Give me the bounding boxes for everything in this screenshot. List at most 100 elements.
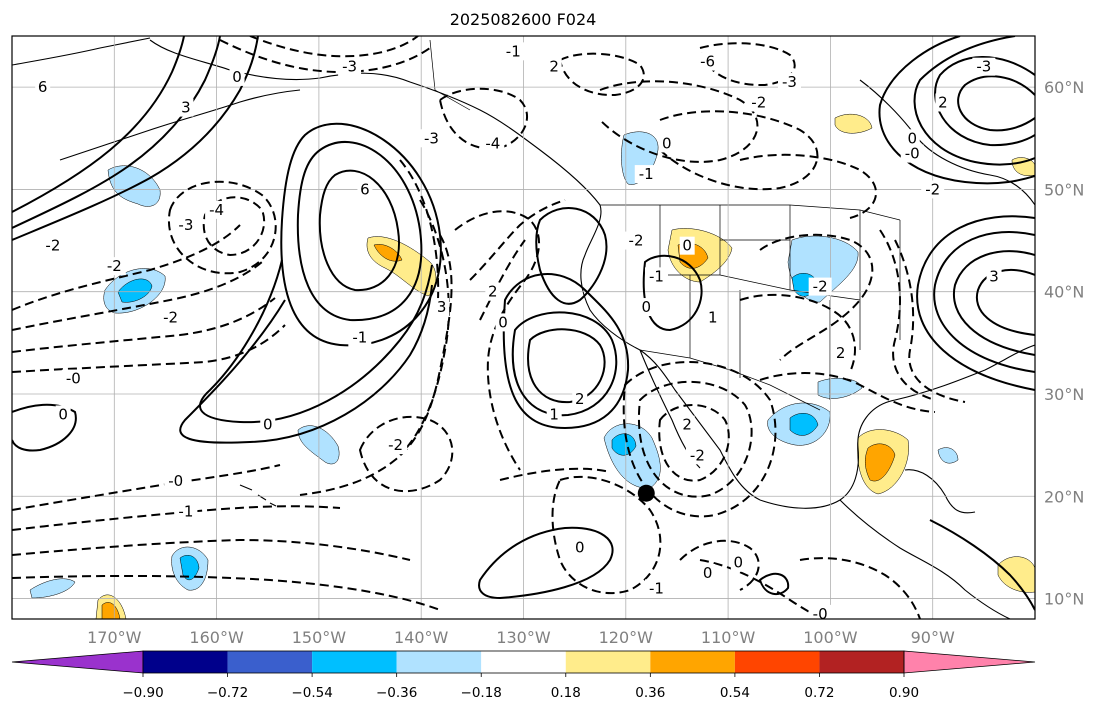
contour-label: -3 (342, 58, 357, 76)
contour-label-bg (419, 129, 443, 148)
colorbar: −0.90 −0.72 −0.54 −0.36 −0.18 0.18 0.36 0.54 0.7… (11, 650, 1036, 701)
yellow-anomaly-alaska-north (834, 113, 873, 134)
contour-west-high-2 (12, 36, 221, 229)
contour-label-bg (972, 57, 996, 76)
siberia-coast (12, 37, 151, 66)
colorbar-swatch (650, 651, 735, 673)
contour-label: 0 (575, 538, 585, 556)
contour-label: 0 (682, 237, 692, 255)
longitude-label: 170°W (87, 628, 142, 647)
contour-label: -3 (976, 58, 991, 76)
contour-label: 2 (575, 390, 585, 408)
longitude-label: 110°W (701, 628, 756, 647)
latitude-label: 40°N (1044, 283, 1084, 302)
contour-label: 0 (232, 68, 242, 86)
latitude-labels: 10°N 20°N 30°N 40°N 50°N 60°N (1044, 78, 1084, 608)
colorbar-outline (142, 650, 905, 674)
contour-label-bg (61, 369, 85, 388)
contour-pacific-trough-3 (12, 297, 276, 353)
colorbar-tick-label: −0.72 (207, 685, 248, 701)
contour-baja-low-1 (658, 404, 730, 482)
colorbar-swatch (819, 651, 904, 673)
contour-gulf-alaska-low-2 (167, 180, 277, 275)
longitude-labels: 170°W 160°W 150°W 140°W 130°W 120°W 110°W 100°W… (87, 628, 955, 647)
contour-label: 6 (360, 180, 370, 198)
contour-label: -6 (700, 53, 715, 71)
contour-label-bg (348, 328, 372, 347)
colorbar-tick-label: −0.18 (461, 685, 502, 701)
contour-label-bg (546, 405, 562, 424)
contour-label-bg (481, 134, 505, 153)
yellow-anomaly-caribbean (997, 556, 1035, 593)
contour-label-bg (808, 604, 832, 619)
contour-label: -2 (751, 93, 766, 111)
contour-canada-low-4 (659, 110, 819, 191)
contour-label-bg (904, 129, 920, 148)
contour-south-pacific-zero (478, 526, 614, 600)
contour-label-bg (102, 257, 126, 276)
colorbar-extend-low (11, 650, 144, 674)
contour-label-bg (501, 42, 525, 61)
contour-pacific-trough-2 (12, 261, 263, 331)
blue-anomaly-subtropics-core (117, 278, 153, 303)
longitude-label: 120°W (599, 628, 654, 647)
colorbar-tick-label: 0.90 (889, 685, 919, 701)
contour-central-na-2 (759, 233, 874, 361)
contour-mexico-small (758, 572, 790, 596)
orange-anomaly-nw-coast (373, 244, 403, 262)
contour-label-bg (174, 502, 198, 521)
contour-label: 2 (549, 58, 559, 76)
contour-east-trough-1 (879, 229, 936, 401)
contour-label: 6 (38, 78, 48, 96)
contour-tropical-loop (551, 475, 662, 595)
contour-west-high-3 (12, 36, 185, 213)
contour-east-high-2 (952, 250, 1035, 356)
contour-label: 0 (58, 405, 68, 423)
contour-gulf-alaska-low-1 (202, 196, 266, 257)
contour-label-bg (205, 200, 229, 219)
contour-label: 3 (181, 99, 191, 117)
contour-label: -0 (66, 370, 81, 388)
hawaii-islands (239, 484, 277, 507)
contour-label-bg (572, 538, 588, 557)
contour-ne-high-4 (878, 36, 1035, 185)
contour-label: -0 (905, 145, 920, 163)
contour-label-bg (624, 231, 648, 250)
contour-label: -1 (506, 42, 521, 60)
contour-label-bg (357, 180, 373, 199)
contour-label-bg (178, 98, 194, 117)
us-canada-border (600, 204, 901, 221)
contour-label: -4 (209, 201, 224, 219)
contours-positive (12, 36, 1035, 611)
longitude-label: 150°W (292, 628, 347, 647)
contour-label-bg (384, 436, 408, 455)
contour-label: -2 (45, 237, 60, 255)
contour-subtrop-2 (679, 539, 760, 591)
contour-label: 1 (708, 308, 718, 326)
contour-label-bg (634, 165, 658, 184)
contour-label-bg (338, 57, 362, 76)
contour-label-bg (41, 236, 65, 255)
contour-label: 2 (488, 283, 498, 301)
latitude-label: 30°N (1044, 385, 1084, 404)
figure-title: 2025082600 F024 (450, 10, 597, 29)
contour-label: -2 (690, 446, 705, 464)
longitude-label: 160°W (189, 628, 244, 647)
colorbar-tick-label: 0.36 (635, 685, 665, 701)
contour-mexico-e2 (799, 557, 921, 619)
gulf-coast (759, 344, 1035, 509)
contour-label-bg (696, 52, 720, 71)
map-panel: 6-303-12 -6-3-2-4-3-10-002-3-26-3-4-2-2-2… (11, 35, 1036, 620)
contour-offshore-low-ring2 (511, 311, 618, 417)
latitude-label: 60°N (1044, 78, 1084, 97)
contour-label: -2 (107, 257, 122, 275)
contour-label: -1 (178, 503, 193, 521)
latitude-label: 20°N (1044, 487, 1084, 506)
contour-label-bg (229, 67, 245, 86)
map-frame (11, 35, 1036, 620)
contour-tropical-1 (12, 464, 281, 511)
colorbar-swatch (734, 651, 820, 673)
contour-trough-coast-3 (479, 239, 526, 321)
contour-label: 0 (641, 298, 651, 316)
contour-north-ridge (535, 207, 608, 305)
